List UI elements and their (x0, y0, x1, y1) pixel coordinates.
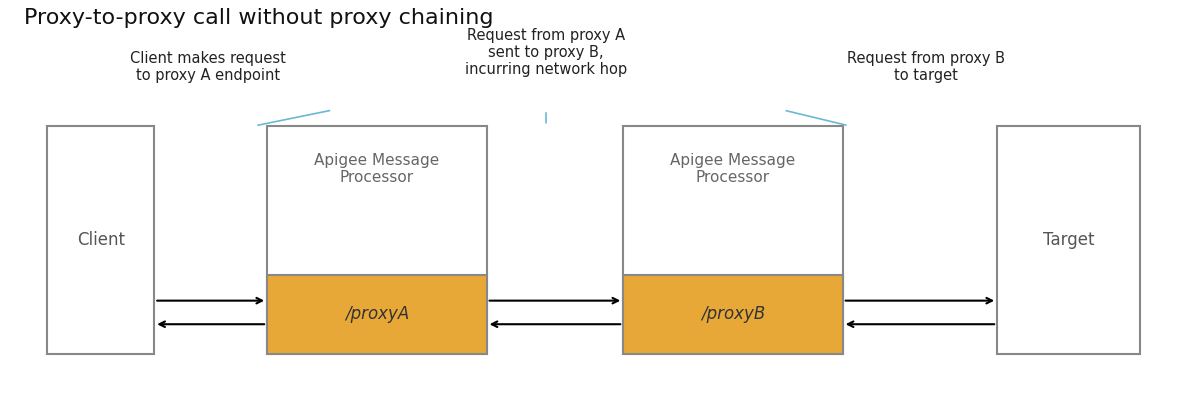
Text: /proxyA: /proxyA (344, 305, 410, 323)
Text: Target: Target (1042, 231, 1094, 249)
Text: Client makes request
to proxy A endpoint: Client makes request to proxy A endpoint (129, 51, 286, 83)
Text: Client: Client (77, 231, 125, 249)
Text: Apigee Message
Processor: Apigee Message Processor (671, 153, 795, 185)
Bar (623, 126, 843, 354)
Text: /proxyB: /proxyB (700, 305, 766, 323)
Bar (267, 275, 487, 354)
Bar (623, 275, 843, 354)
Bar (47, 126, 154, 354)
Bar (267, 126, 487, 354)
Text: Request from proxy B
to target: Request from proxy B to target (846, 51, 1005, 83)
Text: Apigee Message
Processor: Apigee Message Processor (315, 153, 439, 185)
Bar (997, 126, 1140, 354)
Text: Request from proxy A
sent to proxy B,
incurring network hop: Request from proxy A sent to proxy B, in… (465, 28, 627, 77)
Text: Proxy-to-proxy call without proxy chaining: Proxy-to-proxy call without proxy chaini… (24, 8, 494, 28)
